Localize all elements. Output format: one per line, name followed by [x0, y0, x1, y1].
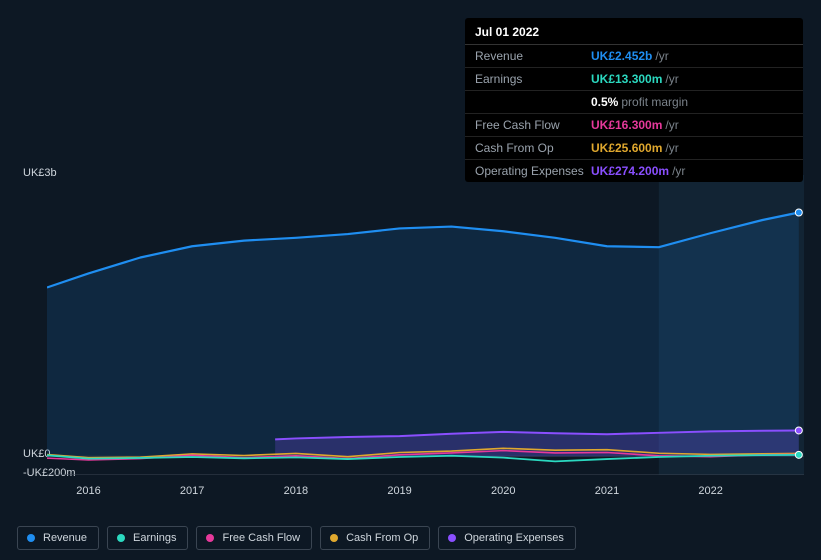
tooltip-row-suffix: /yr [665, 118, 678, 132]
hover-tooltip: Jul 01 2022 RevenueUK£2.452b/yrEarningsU… [465, 18, 803, 182]
tooltip-row-suffix: /yr [655, 49, 668, 63]
legend-dot-icon [117, 534, 125, 542]
tooltip-row-value: 0.5% [591, 95, 618, 109]
legend-item[interactable]: Cash From Op [320, 526, 430, 550]
series-end-marker [795, 451, 802, 458]
x-axis-label: 2022 [698, 485, 722, 497]
legend-item[interactable]: Free Cash Flow [196, 526, 312, 550]
tooltip-row-label: Revenue [475, 49, 591, 63]
x-axis-label: 2019 [387, 485, 411, 497]
tooltip-row-value: UK£25.600m [591, 141, 662, 155]
tooltip-row-value: UK£274.200m [591, 164, 669, 178]
tooltip-row-label: Free Cash Flow [475, 118, 591, 132]
x-axis-label: 2020 [491, 485, 515, 497]
tooltip-row: 0.5%profit margin [465, 91, 803, 114]
revenue-history-chart: UK£3bUK£0-UK£200m 2016201720182019202020… [17, 160, 804, 560]
tooltip-date: Jul 01 2022 [465, 18, 803, 45]
x-axis-label: 2017 [180, 485, 204, 497]
series-area [47, 213, 799, 457]
tooltip-row-suffix: /yr [665, 72, 678, 86]
tooltip-row: EarningsUK£13.300m/yr [465, 68, 803, 91]
chart-legend: Revenue Earnings Free Cash Flow Cash From O… [17, 526, 576, 550]
tooltip-row-label: Operating Expenses [475, 164, 591, 178]
x-axis-label: 2021 [595, 485, 619, 497]
series-end-marker [795, 427, 802, 434]
legend-item[interactable]: Earnings [107, 526, 188, 550]
legend-dot-icon [27, 534, 35, 542]
legend-label: Revenue [43, 532, 87, 544]
tooltip-row: RevenueUK£2.452b/yr [465, 45, 803, 68]
tooltip-row-suffix: /yr [672, 164, 685, 178]
tooltip-row-label: Cash From Op [475, 141, 591, 155]
tooltip-row-value: UK£2.452b [591, 49, 652, 63]
x-axis-label: 2016 [76, 485, 100, 497]
legend-item[interactable]: Operating Expenses [438, 526, 576, 550]
tooltip-row-value: UK£13.300m [591, 72, 662, 86]
chart-plot[interactable] [47, 175, 804, 475]
legend-label: Operating Expenses [464, 532, 564, 544]
tooltip-row: Cash From OpUK£25.600m/yr [465, 137, 803, 160]
legend-label: Cash From Op [346, 532, 418, 544]
tooltip-row: Operating ExpensesUK£274.200m/yr [465, 160, 803, 182]
legend-item[interactable]: Revenue [17, 526, 99, 550]
tooltip-row-label: Earnings [475, 72, 591, 86]
legend-dot-icon [330, 534, 338, 542]
tooltip-row-value: UK£16.300m [591, 118, 662, 132]
legend-label: Free Cash Flow [222, 532, 300, 544]
legend-dot-icon [206, 534, 214, 542]
tooltip-row: Free Cash FlowUK£16.300m/yr [465, 114, 803, 137]
tooltip-row-suffix: profit margin [621, 95, 688, 109]
tooltip-row-suffix: /yr [665, 141, 678, 155]
legend-label: Earnings [133, 532, 176, 544]
legend-dot-icon [448, 534, 456, 542]
series-end-marker [795, 209, 802, 216]
x-axis-label: 2018 [284, 485, 308, 497]
